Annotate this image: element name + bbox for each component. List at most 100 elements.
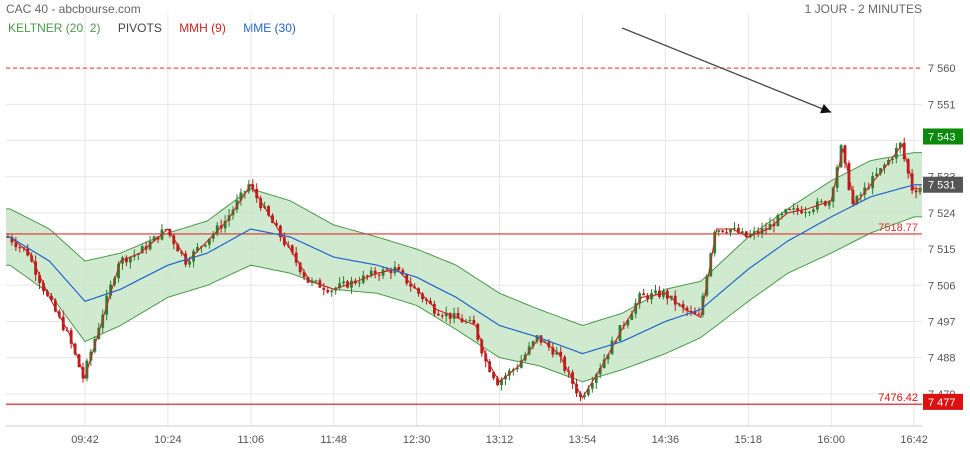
y-tick-label: 7 560: [928, 63, 956, 75]
legend-mme[interactable]: MME (30): [243, 21, 296, 35]
candle-body: [140, 246, 144, 254]
pivot-label: 7518.77: [878, 222, 918, 234]
candle-body: [42, 282, 45, 292]
candle-body: [444, 312, 448, 317]
candle-body: [330, 290, 334, 293]
candle-body: [385, 269, 389, 271]
candle-body: [452, 313, 456, 319]
candle-body: [796, 208, 800, 211]
candle-body: [784, 209, 788, 214]
candle-body: [53, 300, 57, 312]
candle-body: [602, 359, 606, 368]
x-tick-label: 14:36: [652, 434, 680, 446]
candle-body: [148, 241, 152, 250]
candle-body: [914, 190, 918, 193]
candle-body: [780, 213, 784, 216]
candle-body: [117, 263, 120, 279]
candle-body: [729, 228, 732, 233]
candle-body: [788, 209, 792, 211]
candle-body: [389, 269, 393, 274]
candle-body: [223, 220, 227, 229]
candle-body: [638, 293, 642, 304]
candle-body: [863, 187, 867, 195]
candle-body: [196, 247, 199, 251]
candle-body: [488, 361, 492, 372]
x-tick-label: 13:54: [569, 434, 597, 446]
candle-body: [875, 173, 878, 177]
candle-body: [551, 347, 555, 355]
candle-body: [681, 303, 685, 308]
trend-arrow-line: [621, 27, 832, 113]
candle-body: [531, 341, 535, 347]
candle-body: [658, 290, 661, 297]
candle-body: [835, 167, 839, 188]
candle-body: [326, 289, 330, 293]
candle-body: [859, 194, 863, 197]
candle-body: [590, 382, 594, 389]
candle-body: [626, 319, 630, 326]
candle-body: [733, 227, 736, 229]
candle-body: [365, 275, 369, 277]
candle-body: [642, 293, 646, 296]
candle-body: [606, 354, 610, 360]
candle-body: [203, 244, 207, 247]
candle-body: [725, 231, 728, 233]
candle-body: [89, 351, 93, 361]
candle-body: [843, 145, 847, 164]
legend-pivots[interactable]: PIVOTS: [117, 21, 162, 35]
mme-line: [6, 184, 922, 355]
candle-body: [879, 168, 882, 174]
candle-body: [547, 341, 551, 348]
candle-body: [468, 319, 472, 322]
candle-body: [575, 383, 578, 394]
candle-body: [555, 351, 559, 355]
candle-body: [717, 230, 721, 232]
candle-body: [764, 228, 768, 230]
candle-body: [350, 280, 353, 288]
candle-body: [239, 192, 243, 201]
legend-mmh[interactable]: MMH (9): [179, 21, 226, 35]
x-tick-label: 16:42: [900, 434, 928, 446]
indicator-legend: KELTNER (20, 2) PIVOTS MMH (9) MME (30): [8, 21, 310, 35]
y-tick-label: 7 488: [928, 353, 956, 365]
candle-body: [14, 242, 18, 248]
candle-body: [492, 371, 496, 379]
y-tick-label: 7 524: [928, 208, 956, 220]
price-badge-label: 7 543: [928, 131, 956, 143]
candle-body: [740, 231, 744, 233]
candle-body: [598, 367, 602, 375]
keltner-bands: [6, 152, 922, 383]
candle-body: [594, 374, 598, 383]
price-badge-label: 7 477: [928, 397, 956, 409]
candle-body: [357, 282, 361, 284]
y-tick-label: 7 506: [928, 280, 956, 292]
candle-body: [342, 281, 345, 284]
legend-keltner[interactable]: KELTNER (20, 2): [8, 21, 101, 35]
mmh-line: [6, 143, 922, 400]
candle-body: [69, 330, 73, 344]
pivot-levels: 7518.77 7476.42: [6, 67, 922, 405]
candle-body: [172, 235, 176, 245]
candle-body: [243, 191, 247, 193]
candle-body: [207, 238, 211, 245]
x-tick-label: 12:30: [403, 434, 431, 446]
candle-body: [519, 360, 523, 368]
candle-body: [10, 237, 14, 243]
candle-body: [429, 300, 432, 304]
candle-body: [251, 184, 255, 189]
candle-body: [381, 269, 385, 276]
candle-body: [448, 312, 452, 319]
keltner-fill: [6, 152, 922, 382]
x-tick-label: 10:24: [154, 434, 182, 446]
annotation-layer: [621, 27, 832, 114]
candle-body: [101, 314, 105, 328]
candle-body: [527, 346, 531, 355]
candle-body: [496, 378, 499, 386]
candle-body: [583, 395, 586, 398]
candle-body: [259, 198, 263, 209]
chart-title: CAC 40 - abcbourse.com: [6, 2, 141, 16]
candle-body: [306, 277, 310, 283]
candle-body: [373, 270, 377, 275]
pivot-label: 7476.42: [878, 392, 918, 404]
